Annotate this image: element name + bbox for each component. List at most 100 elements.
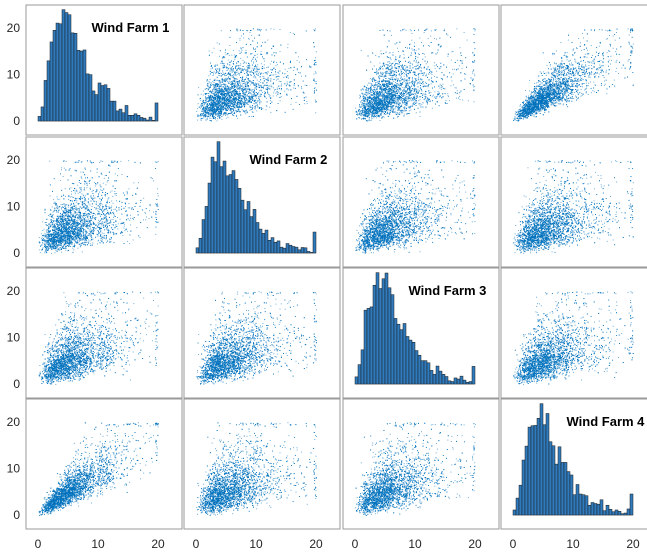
scatter-point xyxy=(251,90,252,91)
scatter-point xyxy=(270,69,271,70)
scatter-point xyxy=(257,29,258,30)
scatter-point xyxy=(258,35,259,36)
scatter-point xyxy=(229,90,230,91)
histogram-bar xyxy=(125,105,128,121)
scatter-point xyxy=(275,65,276,66)
scatter-point xyxy=(221,73,222,74)
scatter-point xyxy=(298,56,299,57)
histogram-bar xyxy=(86,74,89,121)
scatter-point xyxy=(200,105,201,106)
scatter-point xyxy=(227,88,228,89)
scatter-point xyxy=(240,38,241,39)
scatter-point xyxy=(253,92,254,93)
histogram-bar xyxy=(101,86,104,122)
scatter-point xyxy=(214,82,215,83)
scatter-point xyxy=(270,95,271,96)
scatter-point xyxy=(290,32,291,33)
scatter-point xyxy=(316,51,317,52)
scatter-point xyxy=(239,91,240,92)
scatter-point xyxy=(208,75,209,76)
scatter-point xyxy=(217,102,218,103)
scatter-point xyxy=(198,103,199,104)
scatter-point xyxy=(248,91,249,92)
scatter-point xyxy=(252,89,253,90)
scatter-point xyxy=(230,62,231,63)
scatter-point xyxy=(293,70,294,71)
scatter-point xyxy=(220,83,221,84)
scatter-point xyxy=(236,65,237,66)
scatter-point xyxy=(249,90,250,91)
scatter-point xyxy=(247,66,248,67)
scatter-point xyxy=(307,103,308,104)
scatter-point xyxy=(287,82,288,83)
scatter-point xyxy=(250,84,251,85)
scatter-point xyxy=(239,94,240,95)
scatter-point xyxy=(301,88,302,89)
scatter-point xyxy=(274,29,275,30)
histogram-bar xyxy=(65,13,68,122)
scatter-point xyxy=(213,86,214,87)
scatter-point xyxy=(229,45,230,46)
scatter-point xyxy=(285,69,286,70)
scatter-point xyxy=(247,89,248,90)
scatter-point xyxy=(228,77,229,78)
histogram-bar xyxy=(44,80,47,121)
histogram-bar xyxy=(107,88,110,121)
scatter-point xyxy=(253,62,254,63)
scatter-point xyxy=(229,81,230,82)
scatter-point xyxy=(314,29,315,30)
scatter-point xyxy=(235,81,236,82)
scatter-point xyxy=(255,84,256,85)
scatter-point xyxy=(293,33,294,34)
scatter-point xyxy=(209,82,210,83)
scatter-point xyxy=(203,117,204,118)
scatter-point xyxy=(228,108,229,109)
scatter-point xyxy=(221,102,222,103)
scatter-point xyxy=(315,71,316,72)
scatter-point xyxy=(248,38,249,39)
scatter-point xyxy=(297,69,298,70)
scatter-point xyxy=(229,55,230,56)
scatter-point xyxy=(238,65,239,66)
scatter-point xyxy=(201,106,202,107)
scatter-point xyxy=(245,92,246,93)
scatter-point xyxy=(232,75,233,76)
scatter-point xyxy=(258,96,259,97)
scatter-point xyxy=(246,63,247,64)
scatter-point xyxy=(237,79,238,80)
scatter-point xyxy=(257,80,258,81)
scatter-point xyxy=(255,100,256,101)
scatter-point xyxy=(261,51,262,52)
histogram-bar xyxy=(92,91,95,121)
scatter-point xyxy=(218,72,219,73)
scatter-point xyxy=(274,90,275,91)
scatter-point xyxy=(217,113,218,114)
scatter-point xyxy=(256,102,257,103)
scatter-point xyxy=(223,84,224,85)
scatter-point xyxy=(217,80,218,81)
scatter-point xyxy=(251,75,252,76)
scatter-point xyxy=(226,118,227,119)
scatter-point xyxy=(242,80,243,81)
scatter-point xyxy=(249,110,250,111)
scatter-point xyxy=(253,63,254,64)
scatter-point xyxy=(239,83,240,84)
scatter-point xyxy=(261,101,262,102)
scatter-point xyxy=(215,110,216,111)
scatter-point xyxy=(225,78,226,79)
scatter-point xyxy=(255,78,256,79)
scatter-point xyxy=(258,73,259,74)
scatter-point xyxy=(280,29,281,30)
scatter-point xyxy=(233,93,234,94)
scatter-point xyxy=(259,72,260,73)
scatter-point xyxy=(276,80,277,81)
scatter-point xyxy=(243,60,244,61)
scatter-point xyxy=(258,92,259,93)
scatter-point xyxy=(251,35,252,36)
scatter-point xyxy=(276,62,277,63)
scatter-point xyxy=(209,118,210,119)
scatter-point xyxy=(271,86,272,87)
scatter-point xyxy=(263,88,264,89)
scatter-point xyxy=(262,92,263,93)
scatter-point xyxy=(290,85,291,86)
